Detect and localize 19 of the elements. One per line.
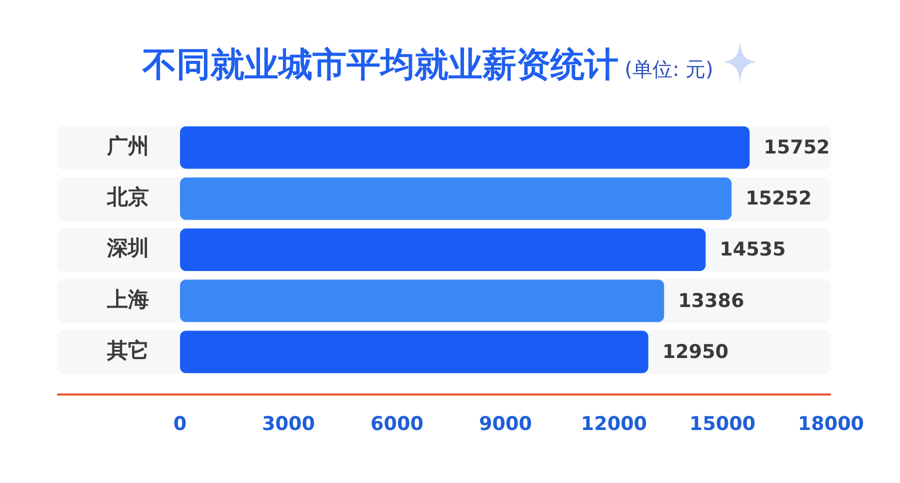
data-label: 15752	[764, 136, 830, 158]
y-tick-label: 北京	[106, 185, 149, 210]
chart-subtitle: (单位: 元)	[624, 56, 714, 82]
data-label: 14535	[720, 238, 786, 261]
x-tick-label: 12000	[580, 412, 648, 435]
y-tick-label: 其它	[106, 338, 149, 362]
x-tick-label: 3000	[262, 412, 315, 435]
y-tick-label: 上海	[106, 287, 149, 312]
y-tick-label: 广州	[106, 134, 149, 158]
chart-title: 不同就业城市平均就业薪资统计	[142, 44, 619, 87]
data-label: 13386	[678, 290, 744, 312]
x-tick-label: 6000	[370, 412, 424, 435]
x-tick-label: 15000	[689, 412, 756, 435]
x-tick-label: 0	[173, 412, 187, 435]
y-tick-label: 深圳	[106, 236, 149, 260]
data-label: 15252	[746, 188, 812, 210]
x-tick-label: 9000	[479, 412, 532, 435]
data-label: 12950	[662, 340, 728, 363]
x-tick-label: 18000	[798, 412, 864, 435]
